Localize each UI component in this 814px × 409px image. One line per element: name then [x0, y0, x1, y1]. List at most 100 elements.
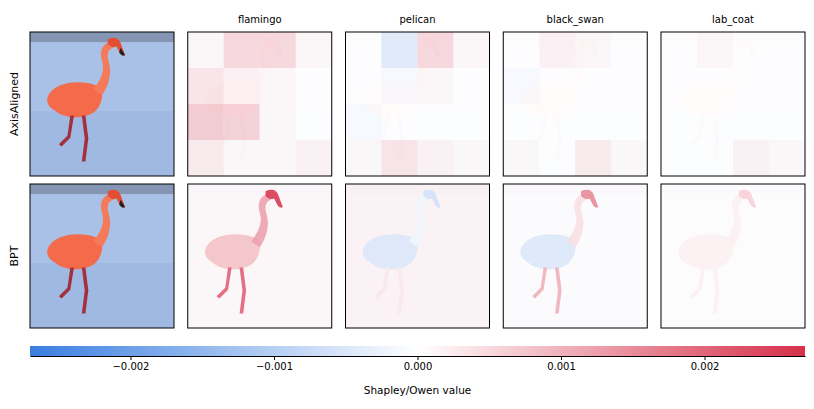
- photo-background: [661, 32, 805, 176]
- photo-horizon: [30, 32, 174, 42]
- heat-cell: [575, 104, 611, 140]
- tick: 0.001: [547, 356, 576, 372]
- heat-cell: [188, 140, 224, 176]
- heat-cell: [697, 140, 733, 176]
- photo-horizon: [30, 184, 174, 194]
- photo-part: [93, 42, 113, 95]
- figure: AxisAlignedflamingopelicanblack_swanlab_…: [0, 0, 814, 409]
- tick-mark: [418, 356, 419, 360]
- fade: [661, 184, 805, 328]
- fade: [503, 184, 647, 328]
- panel-frame: [30, 32, 174, 176]
- heat-cell: [188, 68, 224, 104]
- photo: [503, 184, 647, 328]
- heat-cell: [346, 32, 382, 68]
- tick-label: −0.002: [112, 361, 149, 372]
- tick: −0.002: [112, 356, 149, 372]
- heat-cell: [733, 32, 769, 68]
- region: [409, 194, 429, 247]
- heat-cell: [539, 140, 575, 176]
- heat-cell: [224, 32, 260, 68]
- heat-cell: [296, 32, 332, 68]
- photo-part: [47, 82, 102, 117]
- region: [205, 234, 260, 269]
- panel-content: [503, 184, 647, 328]
- image-panel: [30, 32, 174, 176]
- panel-frame: [346, 184, 490, 328]
- heat-cell: [611, 140, 647, 176]
- heat-cell: [575, 32, 611, 68]
- photo-background: [188, 184, 332, 328]
- heat-cell: [661, 32, 697, 68]
- heat-cell: [769, 68, 805, 104]
- heat-cell: [661, 104, 697, 140]
- heat-cell: [539, 68, 575, 104]
- heat-cell: [733, 140, 769, 176]
- photo-background: [30, 184, 174, 328]
- region: [188, 184, 332, 328]
- panel-frame: [661, 184, 805, 328]
- heatmap-panel: [661, 32, 805, 176]
- heat-cell: [260, 140, 296, 176]
- region: [346, 184, 490, 328]
- heat-cell: [296, 68, 332, 104]
- tick: −0.001: [256, 356, 293, 372]
- image-panel: [30, 184, 174, 328]
- photo-water: [30, 263, 174, 328]
- heat-cell: [454, 32, 490, 68]
- photo: [188, 184, 332, 328]
- tick-mark: [561, 356, 562, 360]
- heatmap-panel: [188, 32, 332, 176]
- regions: [661, 184, 805, 328]
- photo-part: [93, 194, 113, 247]
- heat-cell: [575, 140, 611, 176]
- heat-cell: [382, 68, 418, 104]
- region: [678, 234, 733, 269]
- region: [266, 190, 283, 208]
- region: [581, 190, 598, 208]
- colorbar: [30, 346, 805, 356]
- heat-cell: [346, 68, 382, 104]
- heat-cell: [697, 104, 733, 140]
- photo-background: [503, 32, 647, 176]
- heat-cell: [661, 140, 697, 176]
- photo-part: [47, 234, 102, 269]
- region: [374, 268, 404, 314]
- heat-cell: [733, 68, 769, 104]
- tick: 0.002: [691, 356, 720, 372]
- heat-cell: [296, 140, 332, 176]
- heat-cell: [418, 32, 454, 68]
- region: [423, 190, 440, 208]
- photo: [661, 184, 805, 328]
- heat-cell: [611, 32, 647, 68]
- tick: 0.000: [404, 356, 433, 372]
- heat-cell: [697, 32, 733, 68]
- photo-background: [30, 32, 174, 176]
- tick-mark: [705, 356, 706, 360]
- heatmap-panel: [503, 184, 647, 328]
- fade: [346, 32, 490, 176]
- panel-frame: [30, 184, 174, 328]
- heatmap-panel: [661, 184, 805, 328]
- heat-cell: [454, 68, 490, 104]
- heat-cell: [296, 104, 332, 140]
- heat-cell: [224, 140, 260, 176]
- regions: [188, 184, 332, 328]
- heat-cell: [503, 104, 539, 140]
- heat-cell: [260, 68, 296, 104]
- photo: [30, 32, 174, 176]
- row-label: BPT: [8, 245, 21, 266]
- heat-cell: [418, 68, 454, 104]
- fade: [188, 32, 332, 176]
- region: [661, 184, 805, 328]
- photo: [346, 32, 490, 176]
- panel-content: [503, 32, 647, 176]
- fade: [346, 184, 490, 328]
- photo-background: [503, 184, 647, 328]
- heat-cell: [539, 32, 575, 68]
- photo: [188, 32, 332, 176]
- panel-content: [346, 32, 490, 176]
- heat-cell: [769, 140, 805, 176]
- tick-label: −0.001: [256, 361, 293, 372]
- panel-content: [188, 32, 332, 176]
